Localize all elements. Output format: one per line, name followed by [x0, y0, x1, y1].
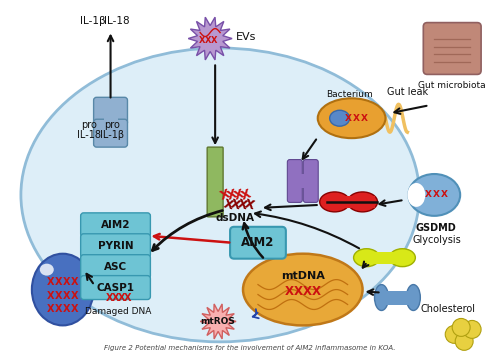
FancyBboxPatch shape [80, 275, 150, 300]
Ellipse shape [374, 285, 388, 311]
Text: X: X [55, 277, 62, 286]
Text: pro: pro [104, 120, 120, 130]
Text: X: X [47, 290, 54, 301]
Text: IL-1β: IL-1β [100, 130, 124, 140]
Text: X: X [353, 114, 360, 123]
Ellipse shape [348, 192, 378, 212]
FancyBboxPatch shape [424, 23, 481, 75]
Polygon shape [200, 304, 236, 339]
Text: X: X [71, 290, 78, 301]
Text: X: X [312, 285, 320, 298]
Text: X: X [232, 187, 246, 203]
Bar [334, 196, 374, 208]
Text: X: X [71, 277, 78, 286]
Text: PYRIN: PYRIN [98, 241, 134, 251]
Text: X: X [228, 197, 241, 212]
Circle shape [452, 318, 470, 337]
Text: IL-18: IL-18 [104, 16, 130, 26]
Text: pro: pro [80, 120, 96, 130]
Text: X: X [345, 114, 352, 123]
Text: X: X [294, 285, 303, 298]
Bar [382, 290, 414, 305]
Ellipse shape [330, 110, 349, 126]
FancyBboxPatch shape [94, 119, 128, 147]
Text: X: X [440, 190, 448, 200]
Text: EVs: EVs [236, 32, 256, 42]
Circle shape [463, 321, 481, 338]
FancyBboxPatch shape [80, 213, 150, 237]
Text: X: X [433, 190, 440, 200]
Text: ASC: ASC [104, 262, 127, 272]
Text: X: X [361, 114, 368, 123]
Text: mtDNA: mtDNA [281, 271, 324, 280]
Text: X: X [112, 293, 120, 302]
Text: X: X [106, 293, 114, 302]
Text: Gut leak: Gut leak [387, 87, 428, 97]
Text: X: X [63, 277, 70, 286]
Text: X: X [218, 187, 232, 203]
Text: X: X [303, 285, 312, 298]
FancyBboxPatch shape [304, 159, 318, 202]
Ellipse shape [390, 249, 415, 267]
FancyBboxPatch shape [288, 159, 302, 202]
FancyBboxPatch shape [80, 255, 150, 279]
Text: mtROS: mtROS [200, 317, 235, 326]
Text: AIM2: AIM2 [101, 220, 130, 230]
Bar [366, 252, 402, 264]
Text: X: X [242, 197, 256, 212]
Text: X: X [199, 36, 205, 45]
Ellipse shape [318, 98, 386, 138]
Text: X: X [285, 285, 294, 298]
Ellipse shape [243, 254, 362, 326]
Text: Cholesterol: Cholesterol [420, 305, 476, 315]
Text: Glycolysis: Glycolysis [412, 235, 461, 245]
Ellipse shape [354, 249, 380, 267]
FancyBboxPatch shape [80, 234, 150, 258]
FancyBboxPatch shape [207, 147, 223, 217]
FancyBboxPatch shape [94, 97, 128, 125]
Text: X: X [236, 197, 248, 212]
Ellipse shape [21, 48, 419, 342]
Text: X: X [55, 290, 62, 301]
Text: X: X [47, 277, 54, 286]
Ellipse shape [32, 254, 94, 326]
Ellipse shape [320, 192, 350, 212]
Bar [104, 113, 118, 123]
Text: X: X [55, 305, 62, 315]
Text: Gut microbiota: Gut microbiota [418, 81, 486, 91]
Text: X: X [47, 305, 54, 315]
Text: Figure 2 Potential mechanisms for the involvement of AIM2 inflammasome in KOA.: Figure 2 Potential mechanisms for the in… [104, 345, 396, 351]
Ellipse shape [408, 183, 426, 207]
Text: dsDNA: dsDNA [216, 213, 254, 223]
Text: X: X [71, 305, 78, 315]
Text: GSDMD: GSDMD [416, 223, 457, 233]
Text: X: X [425, 190, 432, 200]
Text: CASP1: CASP1 [96, 283, 134, 293]
Text: X: X [118, 293, 126, 302]
Text: X: X [240, 187, 253, 203]
Text: IL-18: IL-18 [76, 130, 100, 140]
Polygon shape [188, 17, 232, 60]
Text: Damaged DNA: Damaged DNA [86, 307, 152, 317]
Text: AIM2: AIM2 [242, 236, 274, 249]
Circle shape [455, 332, 473, 350]
Text: IL-1β: IL-1β [80, 16, 106, 26]
Text: X: X [211, 36, 218, 45]
Text: X: X [222, 197, 234, 212]
Text: X: X [63, 290, 70, 301]
Text: X: X [124, 293, 131, 302]
Text: X: X [205, 36, 212, 45]
Circle shape [445, 326, 463, 343]
Ellipse shape [406, 285, 420, 311]
Bar [290, 174, 314, 188]
Ellipse shape [40, 264, 54, 275]
Text: X: X [226, 187, 239, 203]
Text: X: X [63, 305, 70, 315]
Text: Bacterium: Bacterium [326, 90, 372, 99]
Ellipse shape [408, 174, 460, 216]
FancyBboxPatch shape [230, 227, 286, 259]
